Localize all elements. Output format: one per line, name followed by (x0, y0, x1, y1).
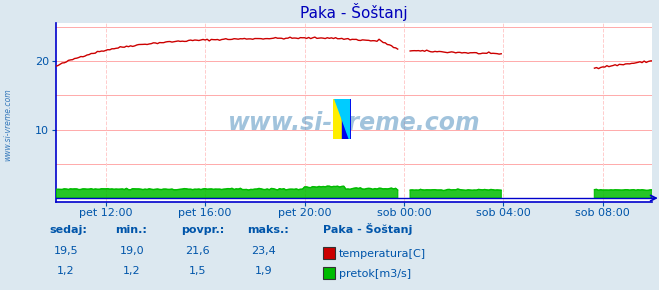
Text: 19,0: 19,0 (119, 246, 144, 256)
Text: 19,5: 19,5 (53, 246, 78, 256)
Bar (333, 99, 342, 139)
Text: pretok[m3/s]: pretok[m3/s] (339, 269, 411, 279)
Text: 1,9: 1,9 (255, 266, 272, 276)
Text: 23,4: 23,4 (251, 246, 276, 256)
Text: temperatura[C]: temperatura[C] (339, 249, 426, 259)
Text: Paka - Šoštanj: Paka - Šoštanj (323, 224, 413, 235)
Text: maks.:: maks.: (247, 225, 289, 235)
Title: Paka - Šoštanj: Paka - Šoštanj (301, 3, 408, 21)
Text: min.:: min.: (115, 225, 147, 235)
Text: 1,5: 1,5 (189, 266, 206, 276)
Text: www.si-vreme.com: www.si-vreme.com (3, 88, 13, 161)
Text: povpr.:: povpr.: (181, 225, 225, 235)
Text: 1,2: 1,2 (57, 266, 74, 276)
Text: 1,2: 1,2 (123, 266, 140, 276)
Text: 21,6: 21,6 (185, 246, 210, 256)
Bar (342, 99, 351, 139)
Text: www.si-vreme.com: www.si-vreme.com (228, 111, 480, 135)
Polygon shape (335, 99, 349, 139)
Text: sedaj:: sedaj: (49, 225, 87, 235)
